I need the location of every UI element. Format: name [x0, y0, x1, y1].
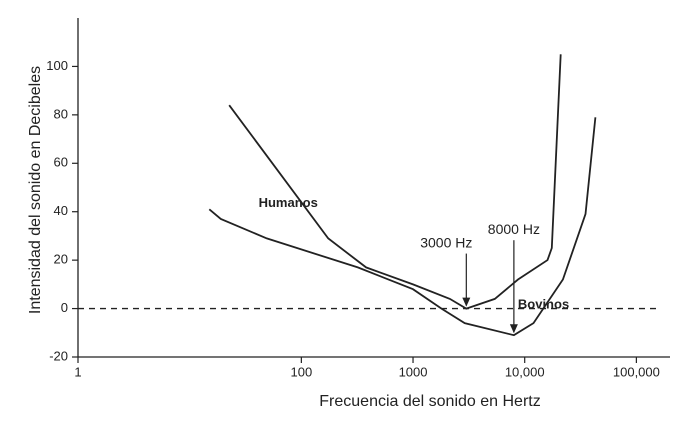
- series-label: Bovinos: [518, 297, 569, 312]
- annotation-arrowhead: [509, 324, 518, 334]
- x-axis-label: Frecuencia del sonido en Hertz: [319, 393, 540, 410]
- y-tick-label: -20: [49, 348, 68, 363]
- y-tick-label: 0: [61, 300, 68, 315]
- annotation: 3000 Hz: [420, 234, 472, 250]
- x-tick-label: 10,000: [505, 364, 545, 379]
- series-label: Humanos: [259, 195, 318, 210]
- line-series: [208, 117, 597, 337]
- y-tick-label: 40: [54, 203, 68, 218]
- y-tick-label: 80: [54, 106, 68, 121]
- x-tick-label: 100,000: [613, 364, 660, 379]
- x-tick-label: 1: [74, 364, 81, 379]
- line-series: [228, 54, 562, 310]
- annotation-arrowhead: [462, 297, 471, 307]
- y-tick-label: 20: [54, 252, 68, 267]
- x-tick-label: 1000: [399, 364, 428, 379]
- x-tick-label: 100: [291, 364, 313, 379]
- y-tick-label: 60: [54, 155, 68, 170]
- annotation: 8000 Hz: [488, 221, 540, 237]
- y-tick-label: 100: [46, 58, 68, 73]
- y-axis-label: Intensidad del sonido en Decibeles: [27, 66, 44, 314]
